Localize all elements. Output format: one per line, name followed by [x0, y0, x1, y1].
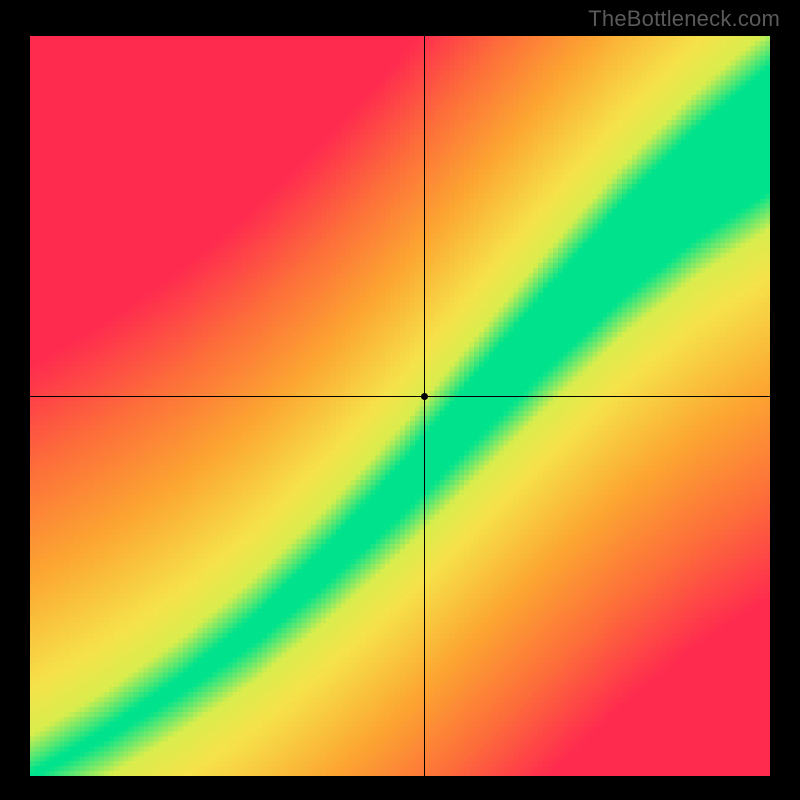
- crosshair-marker: [421, 393, 428, 400]
- heatmap-canvas: [30, 36, 770, 776]
- watermark-text: TheBottleneck.com: [588, 6, 780, 32]
- crosshair-horizontal: [30, 396, 770, 397]
- crosshair-vertical: [424, 36, 425, 776]
